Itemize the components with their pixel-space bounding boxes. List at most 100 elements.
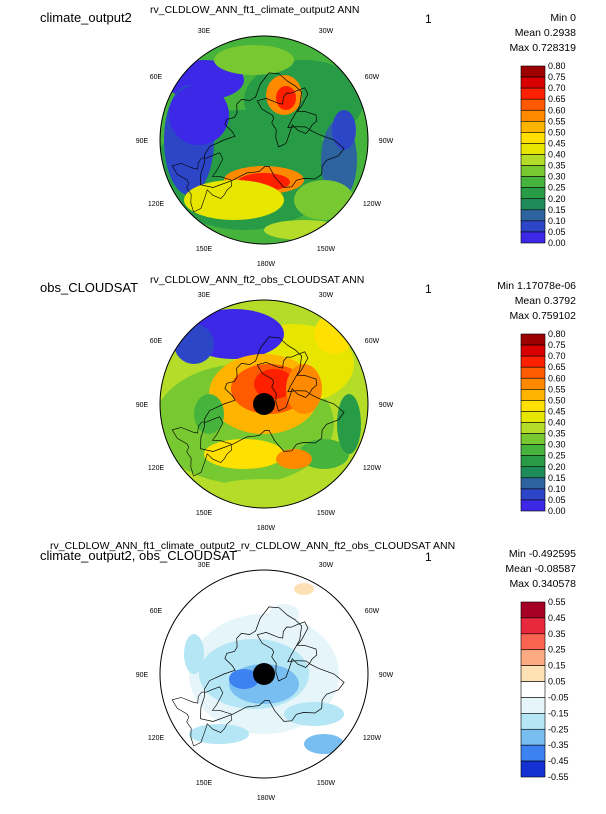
contour-region (276, 86, 296, 110)
contour-region (304, 734, 344, 754)
panel-title: rv_CLDLOW_ANN_ft1_climate_output2 ANN (150, 4, 360, 16)
colorbar-tick-label: 0.00 (548, 506, 566, 516)
stat-max: Max 0.340578 (509, 578, 576, 590)
colorbar-swatch (520, 649, 546, 666)
map-boundary (159, 299, 369, 509)
colorbar-swatch (520, 744, 546, 762)
longitude-label: 180W (257, 261, 276, 268)
longitude-label: 30W (319, 292, 334, 299)
longitude-label: 60E (150, 608, 163, 615)
colorbar-tick-label: 0.55 (548, 116, 566, 126)
panel-obs: 30E 30W 60E 60W 90E 90W 120E 120W 150E 150W 180W 0.… (0, 270, 606, 538)
colorbar-tick-label: -0.35 (548, 740, 569, 750)
colorbar-swatch (520, 455, 546, 468)
colorbar-tick-label: 0.25 (548, 451, 566, 461)
contour-region (286, 364, 322, 414)
polar-map-obs: 30E 30W 60E 60W 90E 90W 120E 120W 150E 150W 180W 0.… (136, 292, 566, 532)
contour-region (299, 439, 349, 469)
colorbar-tick-label: 0.05 (548, 495, 566, 505)
colorbar-swatch (520, 444, 546, 456)
colorbar-tick-label: 0.15 (548, 205, 566, 215)
contour-region (229, 669, 259, 689)
colorbar-swatch (520, 411, 546, 423)
colorbar-swatch (520, 633, 546, 651)
longitude-label: 30W (319, 562, 334, 569)
panel-model: 30E 30W 60E 60W 90E 90W 120E 120W 150E 150W 180W 0.… (0, 0, 606, 268)
longitude-label: 150W (317, 510, 336, 517)
longitude-label: 60W (365, 608, 380, 615)
longitude-label: 90E (136, 138, 149, 145)
colorbar-swatch (520, 176, 546, 188)
colorbar-swatch (520, 499, 546, 512)
colorbar-tick-label: 0.65 (548, 362, 566, 372)
longitude-label: 90E (136, 402, 149, 409)
colorbar-tick-label: 0.70 (548, 351, 566, 361)
contour-region (264, 220, 344, 240)
contour-region (204, 439, 284, 469)
colorbar-tick-label: 0.05 (548, 677, 566, 687)
map-boundary (159, 35, 369, 245)
colorbar-swatch (520, 377, 546, 390)
colorbar-tick-label: 0.50 (548, 395, 566, 405)
colorbar-tick-label: 0.35 (548, 161, 566, 171)
colorbar-swatch (520, 488, 546, 501)
colorbar-swatch (520, 601, 546, 619)
case-name: climate_output2, obs_CLOUDSAT (40, 548, 238, 563)
panel-number: 1 (425, 282, 432, 296)
colorbar-tick-label: 0.00 (548, 238, 566, 248)
longitude-label: 30E (198, 28, 211, 35)
colorbar-tick-label: 0.35 (548, 429, 566, 439)
longitude-label: 150E (196, 510, 213, 517)
longitude-label: 60E (150, 338, 163, 345)
stat-mean: Mean 0.2938 (514, 27, 576, 39)
colorbar-swatch (520, 143, 546, 155)
colorbar-swatch (520, 477, 546, 490)
map-boundary (159, 569, 369, 779)
colorbar-swatch (520, 198, 546, 211)
panel-number: 1 (425, 550, 432, 564)
colorbar-tick-label: 0.25 (548, 645, 566, 655)
colorbar-tick-label: 0.60 (548, 105, 566, 115)
pole-mask (253, 663, 275, 685)
colorbar-swatch (520, 713, 546, 730)
colorbar-tick-label: 0.70 (548, 83, 566, 93)
stat-min: Min 1.17078e-06 (497, 280, 576, 292)
longitude-label: 150E (196, 246, 213, 253)
colorbar-tick-label: 0.55 (548, 597, 566, 607)
colorbar-swatch (520, 665, 546, 682)
colorbar-tick-label: 0.40 (548, 150, 566, 160)
contour-region (294, 180, 354, 220)
panel-diff: 30E 30W 60E 60W 90E 90W 120E 120W 150E 150W 180W 0.… (0, 538, 606, 806)
colorbar-swatch (520, 366, 546, 379)
colorbar-swatch (520, 466, 546, 479)
contour-region (184, 180, 284, 220)
longitude-label: 30W (319, 28, 334, 35)
stat-min: Min -0.492595 (508, 548, 576, 560)
longitude-label: 150E (196, 780, 213, 787)
panel-title: rv_CLDLOW_ANN_ft2_obs_CLOUDSAT ANN (150, 274, 365, 286)
longitude-label: 180W (257, 795, 276, 802)
longitude-label: 60E (150, 74, 163, 81)
colorbar-tick-label: 0.25 (548, 183, 566, 193)
colorbar-tick-label: 0.40 (548, 418, 566, 428)
contour-region (269, 604, 299, 624)
field-contours (160, 36, 368, 244)
field-contours (160, 300, 368, 508)
coastline (171, 152, 233, 213)
colorbar-tick-label: 0.45 (548, 138, 566, 148)
colorbar-swatch (520, 422, 546, 434)
colorbar-tick-label: -0.55 (548, 772, 569, 782)
colorbar-swatch (520, 433, 546, 445)
stat-mean: Mean 0.3792 (514, 295, 576, 307)
polar-map-difference: 30E 30W 60E 60W 90E 90W 120E 120W 150E 150W 180W 0.… (136, 562, 569, 802)
colorbar-swatch (520, 121, 546, 133)
pole-mask (253, 393, 275, 415)
colorbar-tick-label: 0.10 (548, 484, 566, 494)
colorbar-swatch (520, 87, 546, 100)
colorbar-swatch (520, 400, 546, 412)
colorbar-tick-label: 0.45 (548, 613, 566, 623)
colorbar-tick-label: 0.80 (548, 329, 566, 339)
longitude-label: 60W (365, 74, 380, 81)
contour-region (174, 324, 214, 364)
colorbar-tick-label: 0.65 (548, 94, 566, 104)
